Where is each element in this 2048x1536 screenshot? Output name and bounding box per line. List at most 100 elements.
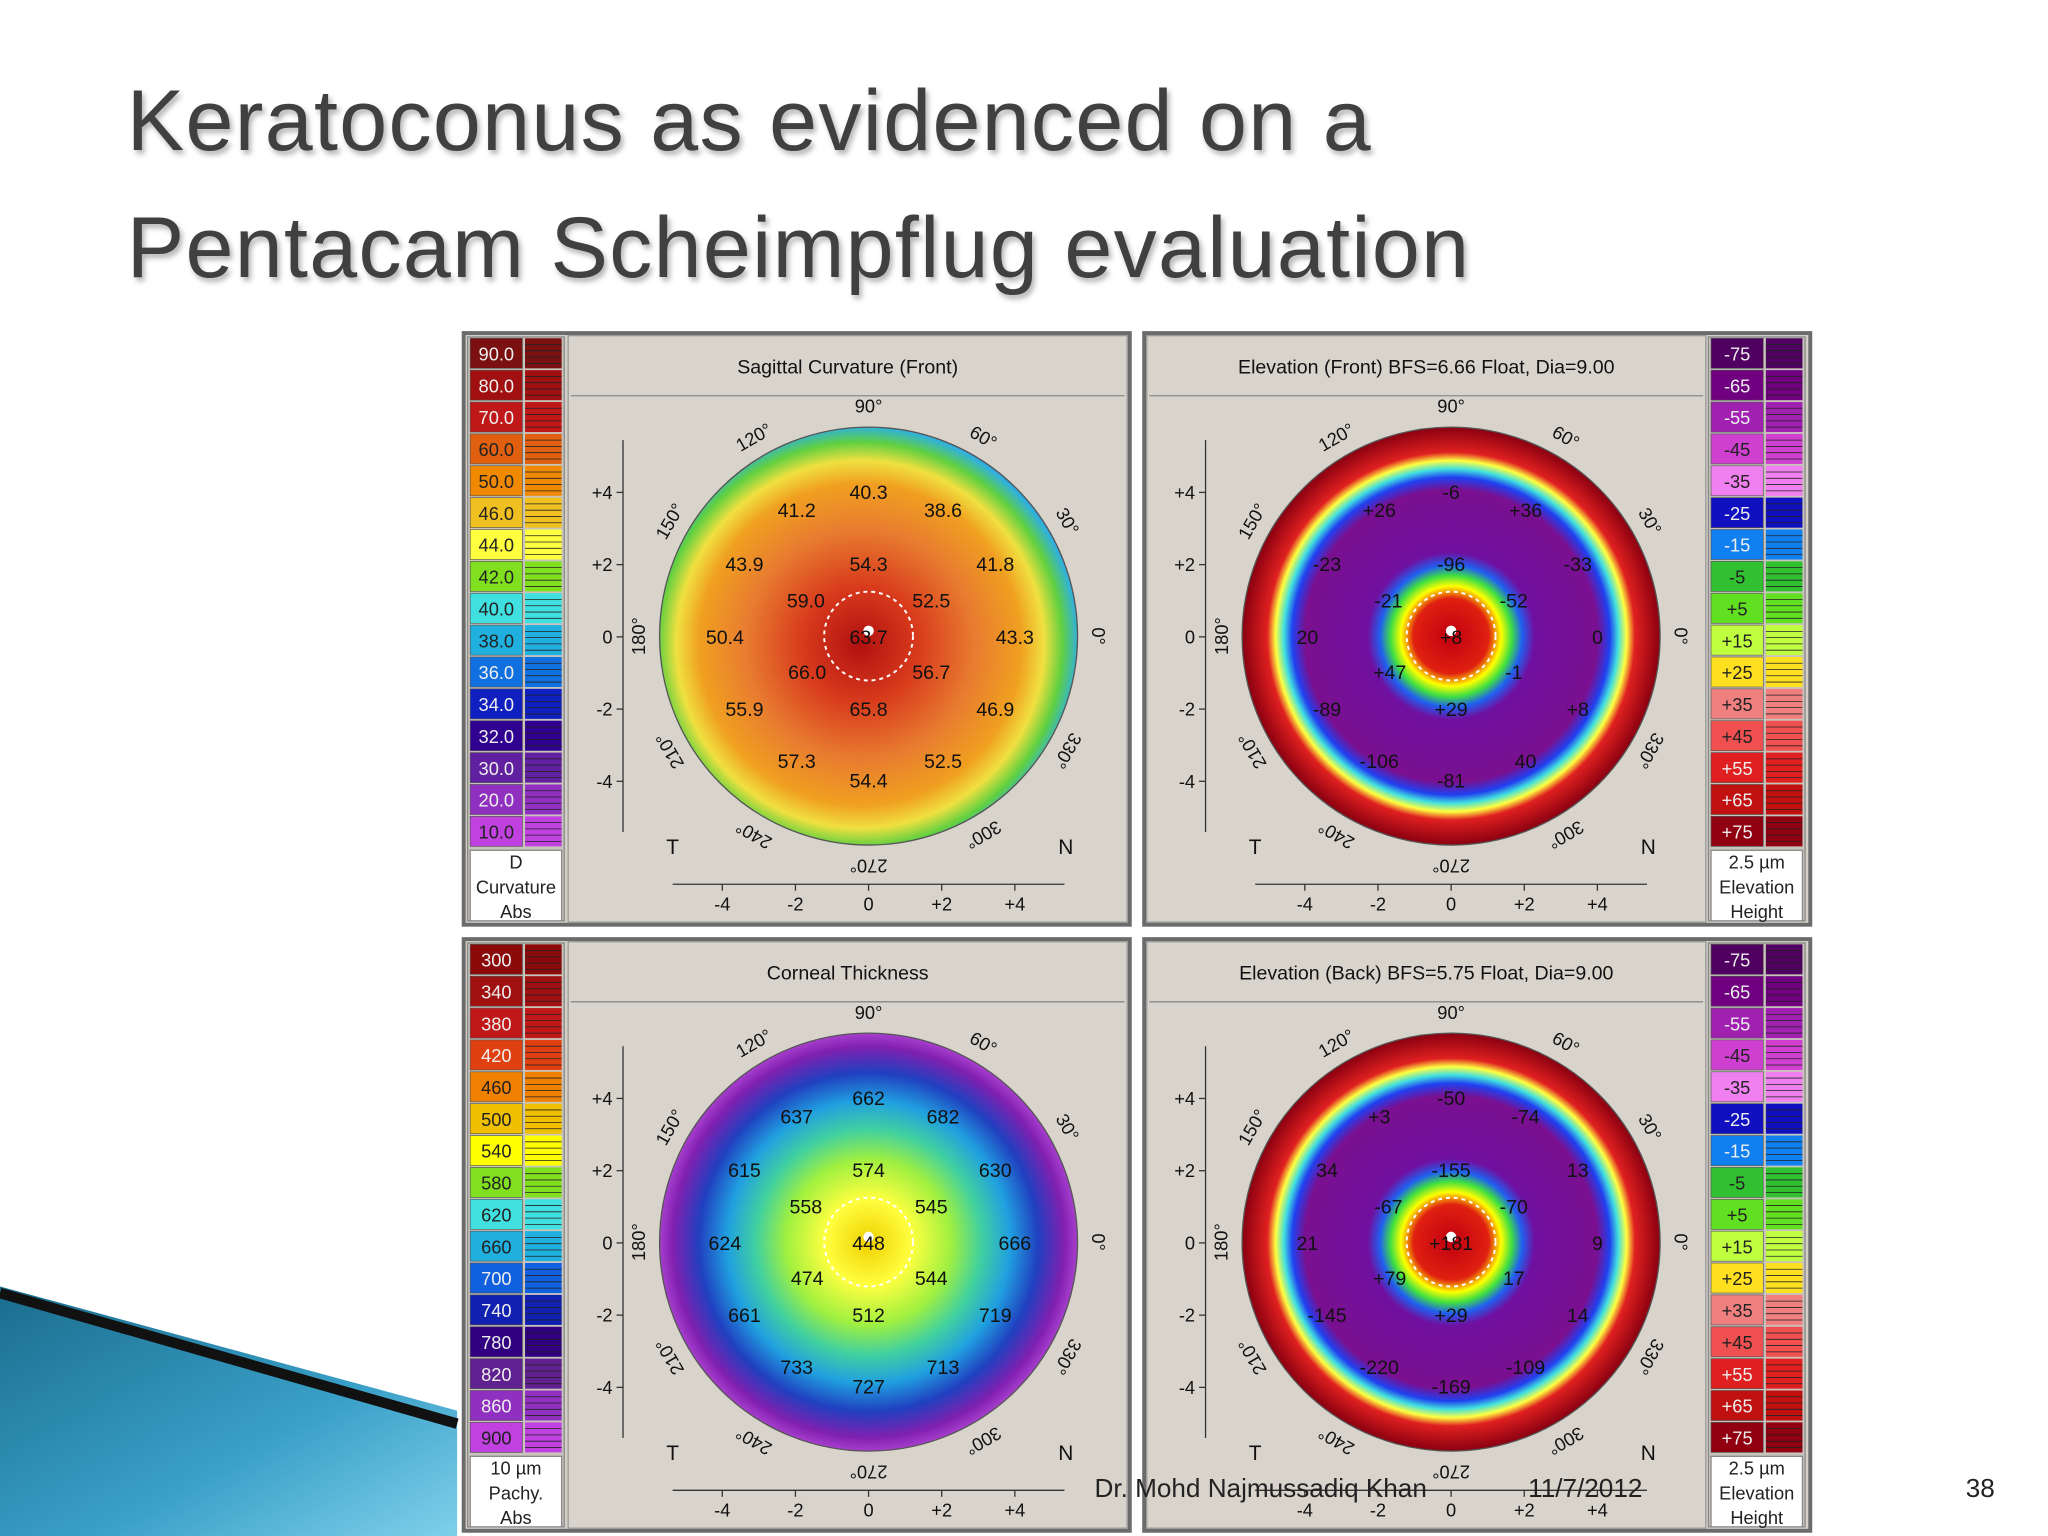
scale-bar: [525, 1390, 562, 1421]
scale-swatch: [1710, 1326, 1764, 1358]
panel-title: Sagittal Curvature (Front): [737, 357, 958, 379]
scale-swatch: [469, 1326, 523, 1358]
scale-label: 300: [481, 950, 511, 971]
scale-footer-box: [1710, 1455, 1804, 1528]
footer-author: Dr. Mohd Najmussadiq Khan: [1095, 1473, 1427, 1503]
scale-swatch: [1710, 656, 1764, 688]
map-reading: 34: [1316, 1160, 1338, 1182]
map-reading: -89: [1313, 699, 1341, 721]
x-tick-label: -4: [714, 1499, 730, 1520]
scale-label: -55: [1724, 407, 1750, 428]
scale-swatch: [1710, 1262, 1764, 1294]
map-reading: -81: [1437, 771, 1465, 793]
map-reading: 637: [780, 1106, 813, 1128]
scale-bar: [1765, 1294, 1803, 1325]
panel-title: Corneal Thickness: [767, 963, 929, 985]
scale-bar: [525, 1167, 562, 1198]
scale-swatch: [469, 1422, 523, 1453]
scale-swatch: [469, 688, 523, 720]
y-tick-label: -4: [596, 771, 612, 792]
side-label: T: [1249, 1442, 1262, 1465]
y-tick-label: +2: [1174, 1160, 1195, 1181]
scale-swatch: [1710, 975, 1764, 1007]
scale-label: 60.0: [479, 439, 515, 460]
x-tick-label: +4: [1004, 1499, 1025, 1520]
y-tick-label: +4: [592, 482, 613, 503]
scale-swatch: [1710, 1007, 1764, 1039]
scale-swatch: [1710, 369, 1764, 401]
scale-bar: [525, 1135, 562, 1166]
scale-swatch: [469, 561, 523, 592]
x-tick-label: +4: [1587, 1499, 1608, 1520]
map-reading: -6: [1442, 482, 1460, 504]
scale-swatch: [469, 1039, 523, 1071]
page-number: 38: [1966, 1473, 1995, 1503]
map-reading: +29: [1434, 699, 1467, 721]
scale-swatch: [1710, 1071, 1764, 1103]
scale-bar: [525, 944, 562, 975]
scale-swatch: [469, 656, 523, 688]
scale-swatch: [1710, 943, 1764, 975]
center-mark: [1445, 1231, 1457, 1243]
map-reading: -21: [1374, 590, 1402, 612]
pupil-outline: [1405, 1196, 1497, 1288]
scale-label: 500: [481, 1109, 511, 1130]
scale-footer: Elevation: [1719, 876, 1794, 897]
scale-bar: [525, 1071, 562, 1102]
y-tick-label: 0: [1185, 626, 1195, 647]
scale-label: -25: [1724, 503, 1750, 524]
center-mark: [1445, 625, 1457, 637]
scale-bar: [1765, 1199, 1803, 1230]
scale-label: 620: [481, 1204, 511, 1225]
scale-footer-box: [469, 1455, 563, 1528]
scale-label: 90.0: [479, 343, 515, 364]
scale-swatch: [469, 465, 523, 497]
scale-label: +45: [1722, 1332, 1753, 1353]
scale-bar: [1765, 402, 1803, 433]
scale-bar: [1765, 1390, 1803, 1421]
scale-footer: 10 µm: [490, 1458, 541, 1479]
map-reading: 0: [1592, 627, 1603, 649]
map-reading: 682: [927, 1106, 960, 1128]
scale-bar: [1765, 976, 1803, 1007]
scale-label: 44.0: [479, 535, 515, 556]
scale-bar: [1765, 529, 1803, 560]
x-tick-label: 0: [863, 1499, 873, 1520]
scale-swatch: [469, 433, 523, 465]
scale-bar: [1765, 1071, 1803, 1102]
map-reading: 54.4: [850, 771, 888, 793]
scale-bar: [525, 1422, 562, 1453]
angle-label: 180°: [628, 617, 649, 655]
scale-bar: [525, 1199, 562, 1230]
side-label: N: [1058, 1442, 1073, 1465]
scale-label: -35: [1724, 1077, 1750, 1098]
map-reading: 40: [1515, 751, 1537, 773]
map-reading: -106: [1360, 751, 1399, 773]
scale-swatch: [469, 975, 523, 1007]
map-reading: +26: [1363, 500, 1396, 522]
scale-label: -15: [1724, 535, 1750, 556]
map-reading: +181: [1429, 1233, 1473, 1255]
map-reading: 545: [915, 1196, 948, 1218]
y-tick-label: +4: [592, 1088, 613, 1109]
map-reading: 666: [999, 1233, 1032, 1255]
scale-label: -25: [1724, 1109, 1750, 1130]
scale-bar: [525, 752, 562, 783]
swoosh-edge: [0, 1288, 459, 1429]
map-reading: 54.3: [850, 554, 888, 576]
angle-label: 0°: [1088, 1233, 1109, 1250]
map-reading: -67: [1374, 1196, 1402, 1218]
scale-label: 780: [481, 1332, 511, 1353]
y-tick-label: -2: [596, 1305, 612, 1326]
map-reading: +8: [1440, 627, 1462, 649]
scale-label: 46.0: [479, 503, 515, 524]
scale-swatch: [469, 1167, 523, 1198]
scale-label: +5: [1727, 598, 1748, 619]
scale-label: 820: [481, 1364, 511, 1385]
angle-label: 180°: [1211, 1223, 1232, 1261]
scale-bar: [1765, 1135, 1803, 1166]
scale-swatch: [1710, 1167, 1764, 1198]
y-tick-label: +4: [1174, 482, 1195, 503]
map-reading: 46.9: [976, 699, 1014, 721]
